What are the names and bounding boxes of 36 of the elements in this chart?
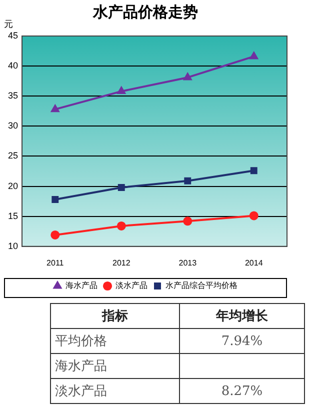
- point: [184, 72, 192, 80]
- point: [51, 104, 60, 112]
- point: [118, 184, 125, 191]
- text: 7.94%: [180, 328, 304, 354]
- legend-label: 淡水产品: [116, 281, 148, 290]
- point: [183, 216, 192, 226]
- point: [117, 86, 126, 94]
- legend-label: 海水产品: [66, 281, 98, 290]
- y-axis-title: 元: [4, 18, 13, 30]
- point: [50, 230, 60, 240]
- point: [184, 177, 192, 184]
- x-tick-label: 2012: [112, 258, 131, 268]
- text: 淡水产品: [50, 378, 180, 404]
- x-tick-label: 2014: [244, 258, 264, 268]
- point: [249, 211, 258, 220]
- text: 平均价格: [50, 328, 180, 354]
- text: 指标: [50, 304, 180, 328]
- text: 年均增长: [180, 304, 304, 328]
- x-tick-label: 2011: [46, 258, 64, 268]
- point: [250, 167, 258, 174]
- y-tick-label: 40: [8, 60, 18, 71]
- x-tick-label: 2013: [178, 258, 198, 268]
- chart-title: 水产品价格走势: [92, 2, 198, 21]
- y-tick-label: 30: [8, 120, 18, 131]
- point: [250, 52, 258, 60]
- point: [52, 196, 59, 203]
- y-tick-label: 10: [8, 240, 18, 251]
- y-tick-label: 15: [8, 210, 18, 221]
- text: 海水产品: [50, 354, 180, 378]
- legend-label: 水产品综合平均价格: [166, 281, 238, 290]
- y-tick-label: 20: [8, 180, 18, 191]
- point: [116, 221, 126, 230]
- text: 8.27%: [180, 378, 304, 404]
- y-tick-label: 25: [8, 150, 18, 161]
- y-tick-label: 45: [8, 30, 18, 40]
- y-tick-label: 35: [8, 90, 18, 101]
